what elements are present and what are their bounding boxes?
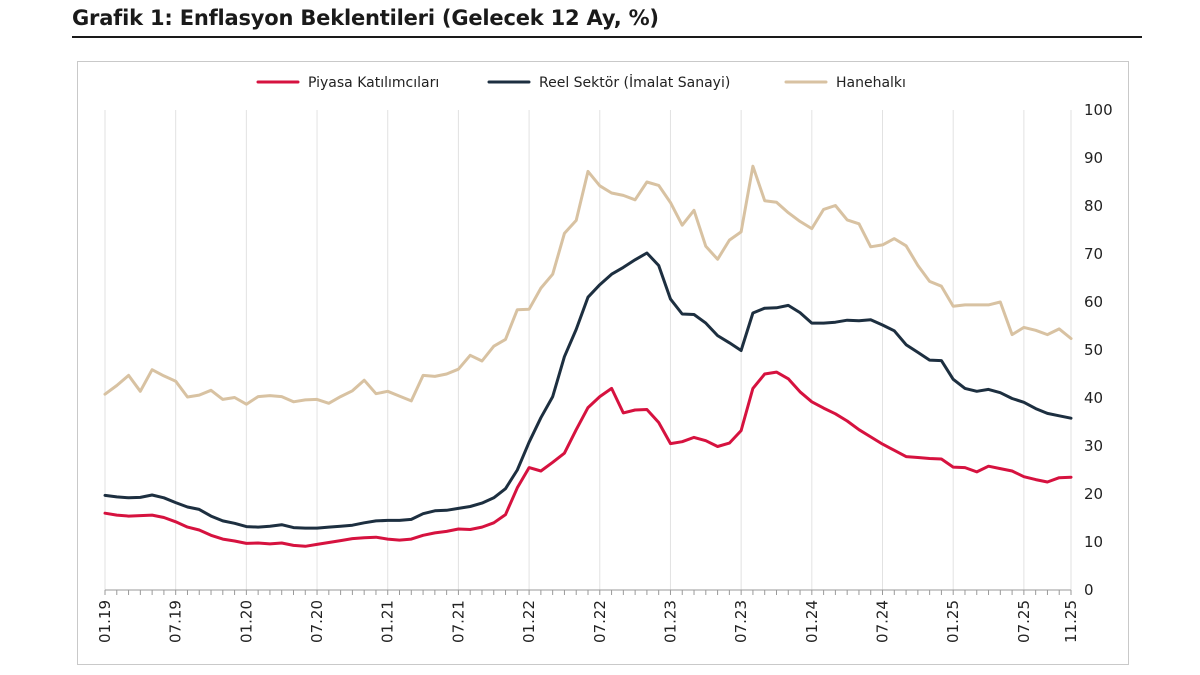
y-tick-label: 30 [1084,437,1103,455]
chart-frame [77,61,1129,665]
y-tick-label: 90 [1084,149,1103,167]
x-tick-label: 07.20 [308,600,326,643]
series-line-3 [103,164,1073,406]
legend-label-3: Hanehalkı [836,75,906,91]
y-tick-label: 0 [1084,581,1094,599]
x-tick-label: 01.23 [661,600,679,643]
chart-title: Grafik 1: Enflasyon Beklentileri (Gelece… [72,6,659,30]
x-tick-label: 01.21 [379,600,397,643]
y-tick-label: 60 [1084,293,1103,311]
x-tick-label: 07.25 [1015,600,1033,643]
x-tick-label: 01.25 [944,600,962,643]
y-tick-label: 40 [1084,389,1103,407]
x-tick-label: 01.22 [520,600,538,643]
y-tick-label: 10 [1084,533,1103,551]
y-tick-label: 20 [1084,485,1103,503]
y-tick-label: 70 [1084,245,1103,263]
series-line-1 [103,370,1073,548]
x-tick-label: 07.24 [874,600,892,643]
legend-label-1: Piyasa Katılımcıları [308,75,439,91]
x-tick-label: 07.22 [591,600,609,643]
x-tick-label: 01.19 [96,600,114,643]
y-tick-label: 80 [1084,197,1103,215]
series-line-2 [103,251,1073,530]
x-tick-label: 07.19 [167,600,185,643]
legend-label-2: Reel Sektör (İmalat Sanayi) [539,73,730,91]
x-tick-label: 11.25 [1062,600,1080,643]
x-tick-label: 01.20 [237,600,255,643]
title-divider [72,36,1142,38]
x-tick-label: 01.24 [803,600,821,643]
y-tick-label: 50 [1084,341,1103,359]
x-tick-label: 07.21 [449,600,467,643]
y-tick-label: 100 [1084,101,1113,119]
x-tick-label: 07.23 [732,600,750,643]
